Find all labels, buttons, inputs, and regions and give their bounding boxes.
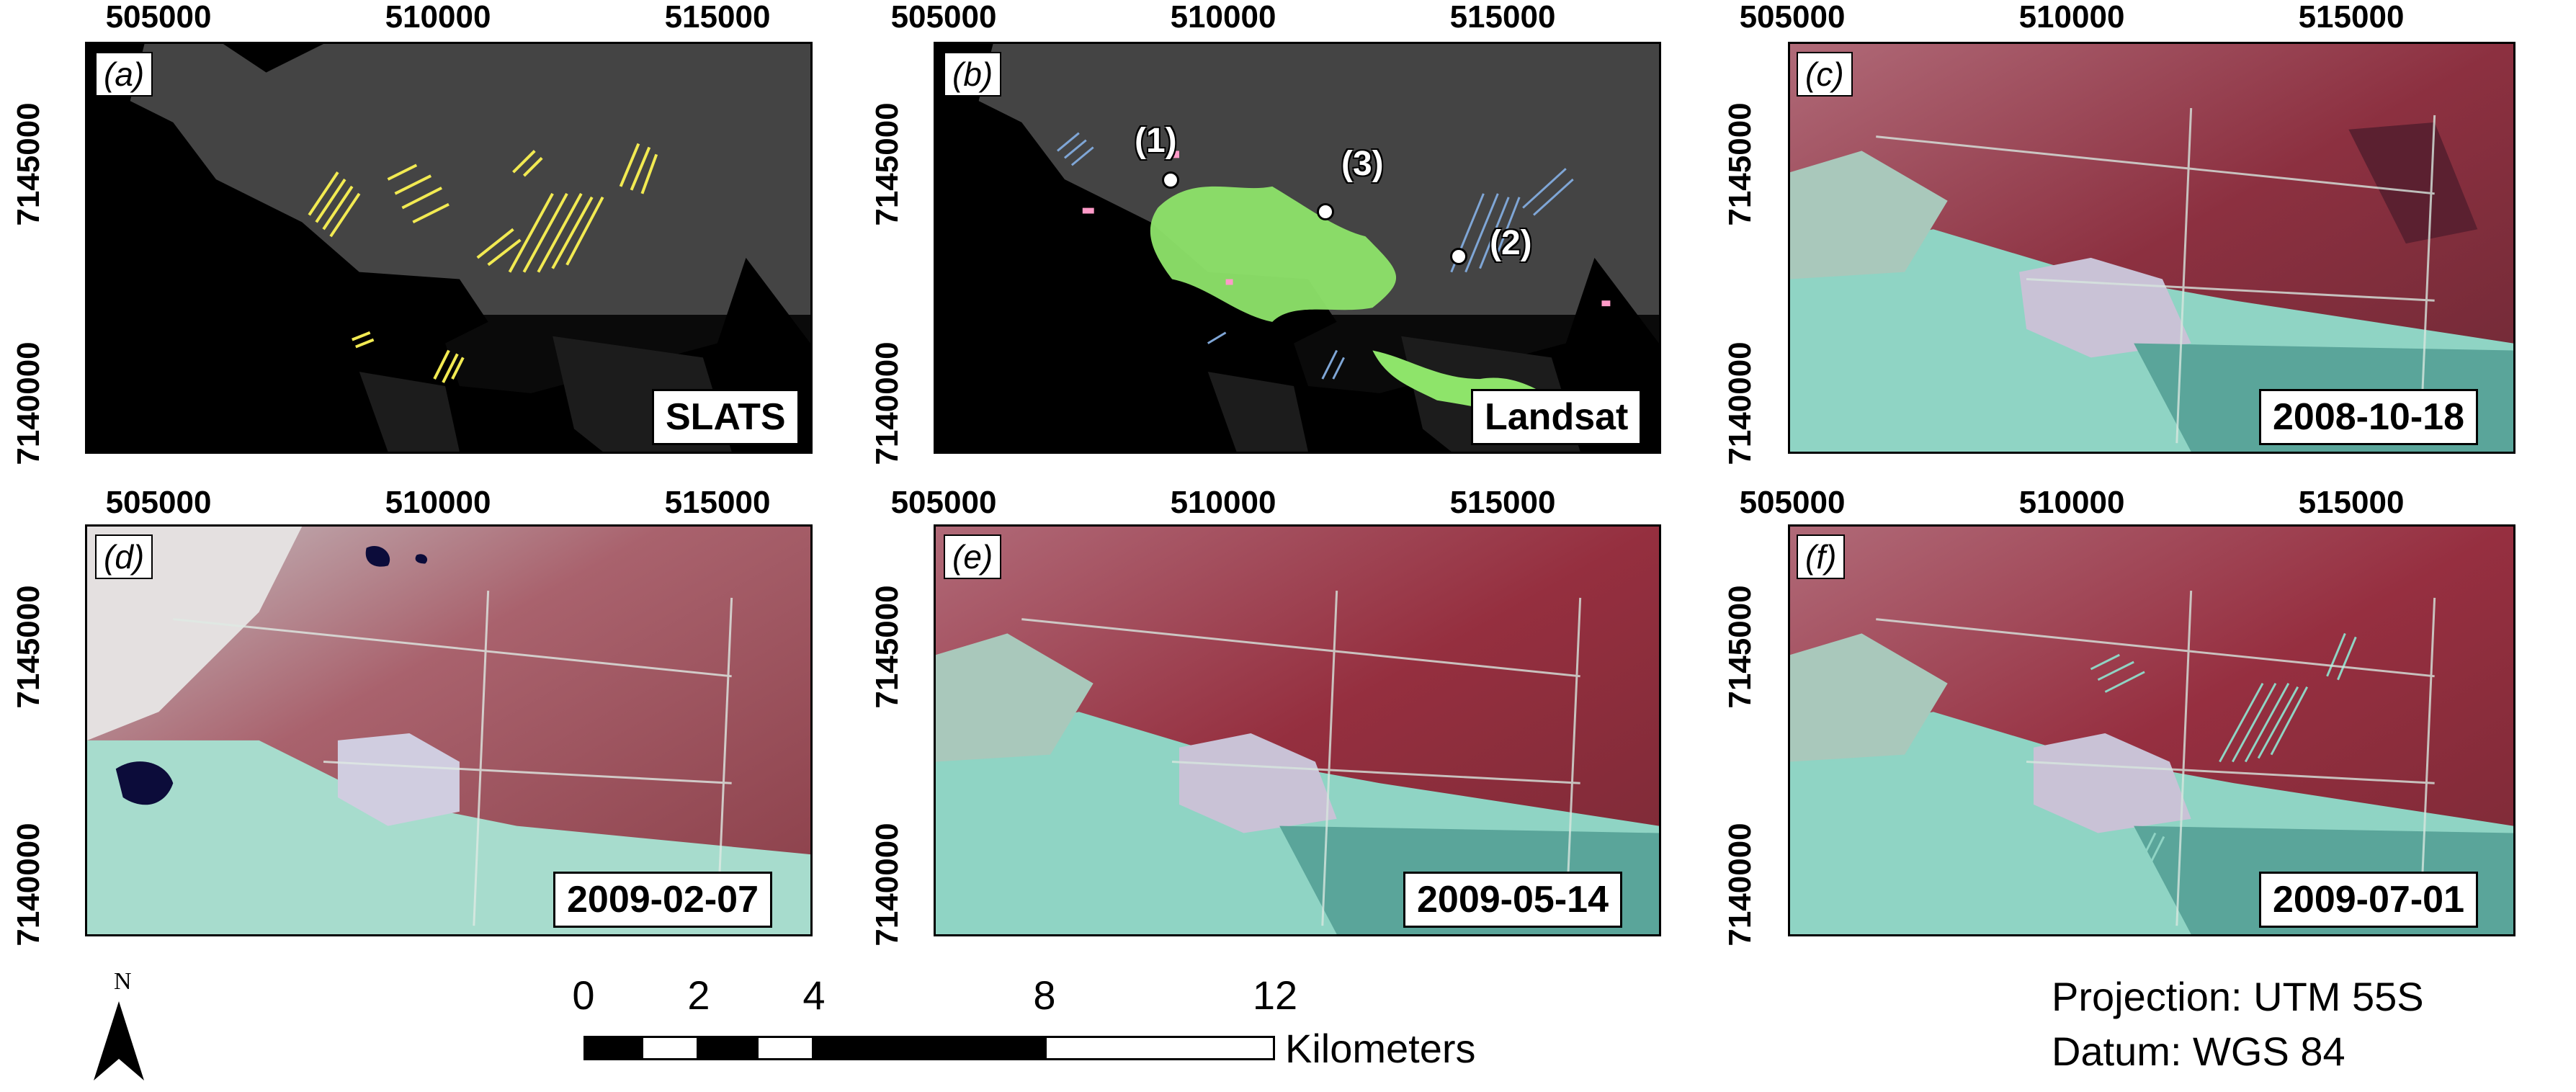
y-tick-label: 7140000 <box>1722 823 1758 946</box>
site-label: (1) <box>1135 122 1177 160</box>
panel-label: (d) <box>95 534 153 579</box>
site-label: (2) <box>1490 224 1532 262</box>
x-tick-label: 510000 <box>2018 485 2125 520</box>
scale-segment <box>1045 1036 1275 1060</box>
x-tick-label: 505000 <box>1739 485 1846 520</box>
panel-label: (a) <box>95 52 153 97</box>
x-tick-label: 515000 <box>2298 0 2405 35</box>
x-tick-label: 515000 <box>2298 485 2405 520</box>
y-tick-label: 7145000 <box>1722 102 1758 226</box>
panel-tag: SLATS <box>652 389 800 445</box>
scale-segment <box>641 1036 699 1060</box>
x-tick-label: 510000 <box>1170 485 1276 520</box>
y-tick-label: 7145000 <box>1722 585 1758 709</box>
x-tick-label: 515000 <box>1449 485 1556 520</box>
panel-tag: 2009-02-07 <box>553 872 772 928</box>
panel-label: (f) <box>1797 534 1846 579</box>
x-tick-label: 510000 <box>1170 0 1276 35</box>
projection-text: Projection: UTM 55S <box>2052 974 2424 1019</box>
x-tick-label: 505000 <box>105 485 212 520</box>
x-tick-label: 510000 <box>385 0 491 35</box>
site-marker <box>1162 171 1179 189</box>
panel-label: (e) <box>944 534 1002 579</box>
slats-map <box>87 44 810 452</box>
panel-tag: Landsat <box>1471 389 1642 445</box>
panel-label: (b) <box>944 52 1002 97</box>
x-tick-label: 505000 <box>105 0 212 35</box>
scale-segment <box>583 1036 641 1060</box>
site-marker <box>1317 203 1334 220</box>
scale-label: 12 <box>1252 972 1298 1018</box>
map-frame-f <box>1788 524 2515 936</box>
scale-label: 2 <box>687 972 710 1018</box>
x-tick-label: 510000 <box>385 485 491 520</box>
panel-tag: 2009-05-14 <box>1403 872 1622 928</box>
y-tick-label: 7140000 <box>1722 341 1758 465</box>
north-arrow: N <box>86 968 151 1083</box>
landsat-map <box>936 44 1659 452</box>
x-tick-label: 510000 <box>2018 0 2125 35</box>
y-tick-label: 7140000 <box>869 823 905 946</box>
y-tick-label: 7145000 <box>11 102 46 226</box>
y-tick-label: 7145000 <box>869 585 905 709</box>
site-label: (3) <box>1341 145 1384 183</box>
scale-segment <box>814 1036 1045 1060</box>
scale-label: 8 <box>1033 972 1056 1018</box>
panel-tag: 2009-07-01 <box>2259 872 2478 928</box>
panel-tag: 2008-10-18 <box>2259 389 2478 445</box>
scale-unit: Kilometers <box>1285 1026 1476 1071</box>
x-tick-label: 515000 <box>664 485 771 520</box>
north-arrow-icon <box>94 1001 144 1080</box>
site-marker <box>1450 248 1467 265</box>
map-frame-d <box>85 524 813 936</box>
y-tick-label: 7145000 <box>11 585 46 709</box>
scale-segment <box>756 1036 814 1060</box>
x-tick-label: 515000 <box>664 0 771 35</box>
panel-label: (c) <box>1797 52 1853 97</box>
x-tick-label: 505000 <box>890 0 997 35</box>
scale-label: 4 <box>802 972 826 1018</box>
y-tick-label: 7140000 <box>11 823 46 946</box>
y-tick-label: 7140000 <box>11 341 46 465</box>
satellite-image <box>1790 527 2513 934</box>
x-tick-label: 515000 <box>1449 0 1556 35</box>
map-frame-b <box>934 42 1661 454</box>
scale-segment <box>699 1036 756 1060</box>
x-tick-label: 505000 <box>1739 0 1846 35</box>
y-tick-label: 7145000 <box>869 102 905 226</box>
datum-text: Datum: WGS 84 <box>2052 1029 2345 1074</box>
x-tick-label: 505000 <box>890 485 997 520</box>
y-tick-label: 7140000 <box>869 341 905 465</box>
north-letter: N <box>114 968 132 995</box>
satellite-image <box>87 527 810 934</box>
scale-label: 0 <box>572 972 595 1018</box>
map-frame-a <box>85 42 813 454</box>
